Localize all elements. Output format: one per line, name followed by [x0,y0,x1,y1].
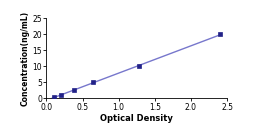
Y-axis label: Concentration(ng/mL): Concentration(ng/mL) [21,11,30,106]
X-axis label: Optical Density: Optical Density [100,114,173,123]
